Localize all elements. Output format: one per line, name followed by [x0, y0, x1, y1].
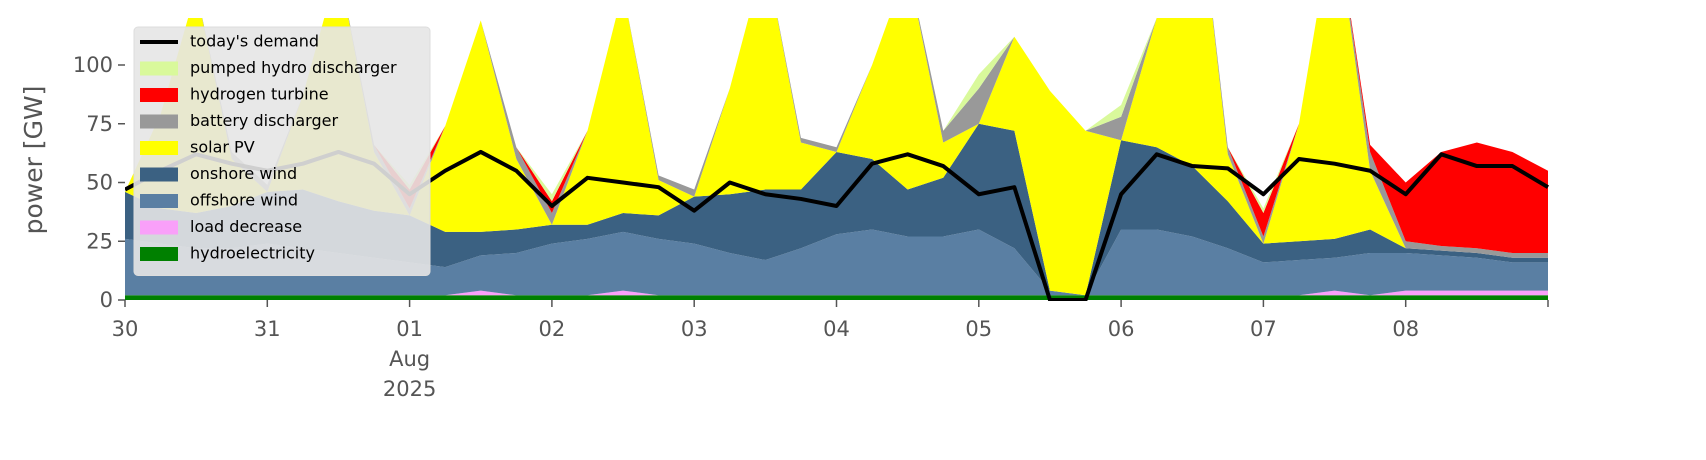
legend-swatch [140, 61, 178, 76]
area [125, 229, 1548, 296]
y-tick-label: 100 [73, 53, 113, 77]
y-tick-label: 0 [100, 288, 113, 312]
legend-box [133, 26, 431, 276]
area [125, 18, 1548, 253]
legend-swatch [140, 88, 178, 102]
x-tick-label: 03 [681, 317, 708, 341]
legend: today's demand pumped hydro discharger hyd… [133, 26, 431, 276]
area [125, 18, 1548, 296]
legend-label: pumped hydro discharger [190, 58, 397, 77]
legend-label: solar PV [190, 138, 255, 157]
axes: 0 25 50 75 100 30 31 01 Aug 2025 02 03 04 05 06 07 08 [73, 53, 1549, 401]
legend-label: today's demand [190, 32, 319, 51]
x-tick-label: 31 [254, 317, 281, 341]
y-tick-label: 50 [86, 171, 113, 195]
x-tick-label: 05 [965, 317, 992, 341]
x-tick-label: 07 [1250, 317, 1277, 341]
legend-swatch [140, 141, 178, 155]
area [125, 290, 1548, 296]
x-tick-label: 06 [1108, 317, 1135, 341]
legend-label: battery discharger [190, 111, 338, 130]
x-tick-label: 02 [539, 317, 566, 341]
legend-swatch [140, 220, 178, 235]
x-tick-label: 01 Aug 2025 [383, 317, 436, 401]
legend-label: load decrease [190, 217, 302, 236]
y-axis-label: power [GW] [19, 86, 48, 235]
y-tick-label: 75 [86, 112, 113, 136]
legend-swatch [140, 247, 178, 261]
x-tick-label: 04 [823, 317, 850, 341]
plot-area [125, 18, 1549, 301]
legend-label: onshore wind [190, 164, 297, 183]
legend-swatch [140, 194, 178, 208]
legend-swatch [140, 114, 178, 129]
legend-label: offshore wind [190, 191, 298, 210]
x-tick-label: 30 [112, 317, 139, 341]
y-tick-label: 25 [86, 229, 113, 253]
x-tick-label: 08 [1392, 317, 1419, 341]
legend-label: hydroelectricity [190, 244, 315, 263]
area [125, 295, 1548, 300]
legend-swatch [140, 167, 178, 182]
legend-label: hydrogen turbine [190, 85, 329, 104]
